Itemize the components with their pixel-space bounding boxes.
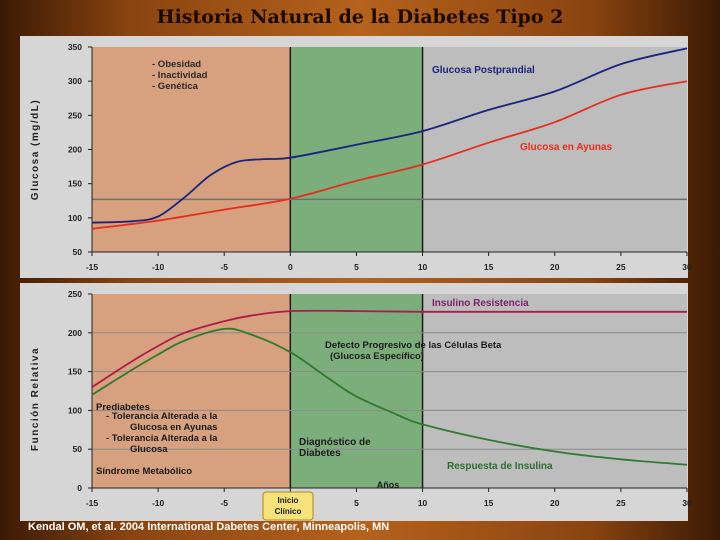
clinico-label: Clínico [275, 507, 302, 516]
chart2-xtick-label: 5 [354, 498, 359, 508]
diagnostico-label: Diagnóstico de [299, 437, 371, 448]
prediabetes-item: - Tolerancia Alterada a la [106, 433, 218, 444]
defecto-sub-label: (Glucosa Específico) [330, 351, 424, 362]
chart2-xtick-label: -15 [86, 498, 99, 508]
chart1-ytick-label: 150 [68, 179, 82, 189]
prediabetes-label: Prediabetes [96, 402, 150, 413]
chart2-xtick-label: 10 [418, 498, 428, 508]
chart1-xtick-label: 0 [288, 262, 293, 272]
series-respuesta-insulina-line [91, 327, 688, 466]
prediabetes-item: Glucosa [130, 444, 168, 455]
series-postprandial-line [91, 47, 688, 224]
chart1-xtick-label: 10 [418, 262, 428, 272]
chart2-ytick-label: 250 [68, 289, 82, 299]
chart1-ylabel: Glucosa (mg/dL) [30, 99, 41, 200]
chart1-ytick-label: 50 [73, 247, 83, 257]
series-postprandial-label: Glucosa Postprandial [432, 65, 535, 76]
chart2-region-prediabetes [92, 294, 291, 488]
series-respuesta-label: Respuesta de Insulina [447, 461, 553, 472]
inicio-label: Inicio [278, 496, 299, 505]
chart2-xtick-label: 20 [550, 498, 560, 508]
diagnostico-sub-label: Diabetes [299, 448, 341, 459]
prediabetes-item: - Tolerancia Alterada a la [106, 411, 218, 422]
chart2-xtick-label: 30 [682, 498, 692, 508]
risk-factor-label: - Obesidad [152, 59, 201, 70]
risk-factor-label: - Genética [152, 81, 199, 92]
series-ayunas-label: Glucosa en Ayunas [520, 142, 613, 153]
chart2-xtick-label: 25 [616, 498, 626, 508]
chart1-ytick-label: 200 [68, 145, 82, 155]
citation: Kendal OM, et al. 2004 International Dab… [28, 521, 390, 533]
series-insulino-resistencia-line [91, 309, 687, 388]
x-axis-label: Años [377, 480, 400, 490]
chart1-xtick-label: -15 [86, 262, 99, 272]
chart1-xtick-label: 20 [550, 262, 560, 272]
chart1-ytick-label: 250 [68, 110, 82, 120]
chart2-ylabel: Función Relativa [30, 347, 41, 451]
chart2-ytick-label: 50 [73, 444, 83, 454]
prediabetes-item: Glucosa en Ayunas [130, 422, 217, 433]
chart1-xtick-label: 25 [616, 262, 626, 272]
chart2-xtick-label: -10 [152, 498, 165, 508]
slide-title: Historia Natural de la Diabetes Tipo 2 [156, 6, 564, 28]
chart2-ytick-label: 0 [77, 483, 82, 493]
defecto-label: Defecto Progresivo de las Células Beta [325, 340, 502, 351]
chart1-xtick-label: 15 [484, 262, 494, 272]
chart2-ytick-label: 100 [68, 405, 82, 415]
sindrome-metabolico-label: Síndrome Metabólico [96, 466, 192, 477]
chart1-xtick-label: 5 [354, 262, 359, 272]
chart2-xtick-label: 15 [484, 498, 494, 508]
inicio-clinico-box [262, 491, 314, 521]
chart2-region-diabetes [290, 294, 423, 488]
chart1-xtick-label: -10 [152, 262, 165, 272]
chart2-ytick-label: 200 [68, 328, 82, 338]
chart1-region-diabetes [290, 47, 423, 252]
chart1-ytick-label: 350 [68, 42, 82, 52]
chart1-region-prediabetes [92, 47, 291, 252]
chart1-xtick-label: -5 [220, 262, 228, 272]
chart1-ytick-label: 300 [68, 76, 82, 86]
series-resistencia-label: Insulino Resistencia [432, 298, 529, 309]
chart2-ytick-label: 150 [68, 367, 82, 377]
chart1-ytick-label: 100 [68, 213, 82, 223]
risk-factor-label: - Inactividad [152, 70, 208, 81]
chart2-xtick-label: -5 [220, 498, 228, 508]
series-ayunas-line [91, 80, 688, 230]
chart1-xtick-label: 30 [682, 262, 692, 272]
